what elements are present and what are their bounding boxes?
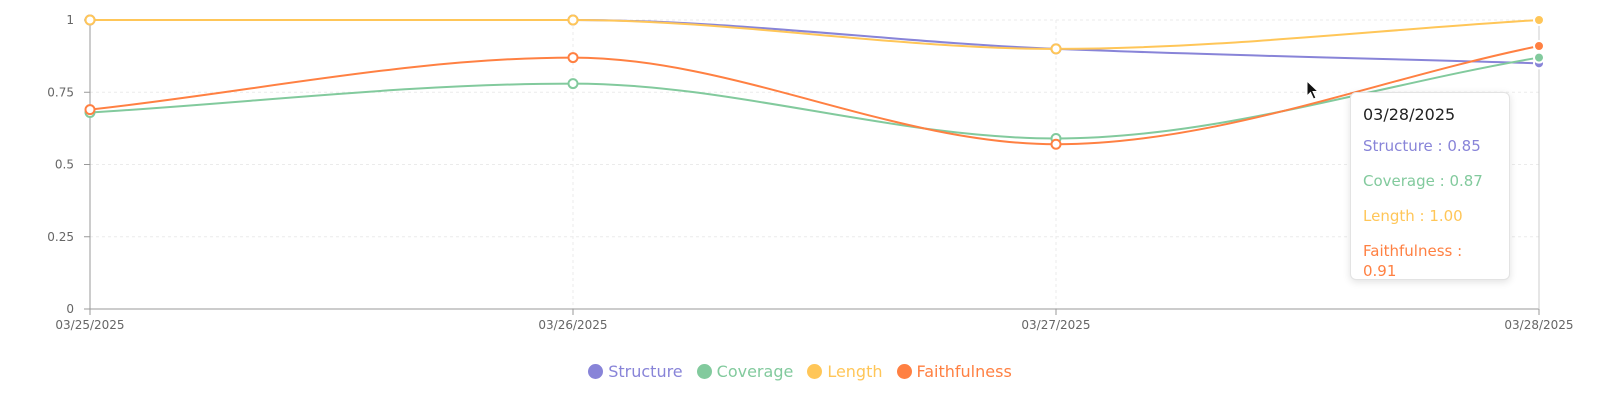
axes: 0 0.25 0.5 0.75 1 03/25/2025 03/26/2025 03/27/2… bbox=[47, 13, 1573, 332]
data-point-coverage bbox=[567, 78, 579, 90]
legend-label: Length bbox=[827, 362, 883, 381]
series-line-length bbox=[89, 18, 1540, 50]
data-point-length bbox=[84, 14, 96, 26]
data-point-faithfulness bbox=[84, 104, 96, 116]
chart-legend: Structure Coverage Length Faithfulness bbox=[0, 362, 1600, 381]
data-point-length bbox=[567, 14, 579, 26]
x-tick-label: 03/28/2025 bbox=[1504, 318, 1573, 332]
data-point-faithfulness bbox=[567, 52, 579, 64]
legend-item-length[interactable]: Length bbox=[807, 362, 883, 381]
x-tick-label: 03/25/2025 bbox=[55, 318, 124, 332]
active-point-faithfulness bbox=[1533, 40, 1545, 53]
legend-item-faithfulness[interactable]: Faithfulness bbox=[896, 362, 1012, 381]
series-line-structure bbox=[89, 18, 1540, 65]
series-line-faithfulness bbox=[89, 45, 1540, 146]
mouse-pointer-icon bbox=[1306, 80, 1320, 100]
legend-label: Faithfulness bbox=[916, 362, 1012, 381]
y-tick-label: 1 bbox=[66, 13, 74, 27]
series-lines bbox=[89, 18, 1540, 146]
active-point-coverage bbox=[1533, 51, 1545, 64]
y-tick-label: 0.75 bbox=[47, 85, 74, 99]
tooltip-row-coverage: Coverage : 0.87 bbox=[1363, 172, 1483, 190]
legend-dot-icon bbox=[696, 364, 712, 379]
legend-dot-icon bbox=[896, 364, 912, 379]
y-tick-label: 0.25 bbox=[47, 230, 74, 244]
y-tick-label: 0 bbox=[66, 302, 74, 316]
legend-label: Coverage bbox=[716, 362, 794, 381]
x-tick-label: 03/26/2025 bbox=[538, 318, 607, 332]
y-tick-label: 0.5 bbox=[55, 158, 74, 172]
legend-item-coverage[interactable]: Coverage bbox=[696, 362, 794, 381]
tooltip-row-length: Length : 1.00 bbox=[1363, 207, 1463, 225]
series-line-coverage bbox=[89, 56, 1540, 140]
data-point-length bbox=[1050, 43, 1062, 55]
tooltip-row-structure: Structure : 0.85 bbox=[1363, 137, 1481, 155]
legend-label: Structure bbox=[608, 362, 683, 381]
hover-tooltip: 03/28/2025 Structure : 0.85 Coverage : 0… bbox=[1350, 92, 1510, 280]
active-point-length bbox=[1533, 14, 1545, 26]
data-points bbox=[84, 14, 1545, 150]
legend-dot-icon bbox=[588, 364, 604, 379]
tooltip-title: 03/28/2025 bbox=[1363, 105, 1456, 124]
data-point-faithfulness bbox=[1050, 138, 1062, 150]
x-tick-label: 03/27/2025 bbox=[1021, 318, 1090, 332]
grid bbox=[89, 19, 1540, 310]
legend-item-structure[interactable]: Structure bbox=[588, 362, 683, 381]
legend-dot-icon bbox=[807, 364, 823, 379]
tooltip-row-faithfulness: Faithfulness : 0.91 bbox=[1363, 242, 1463, 280]
